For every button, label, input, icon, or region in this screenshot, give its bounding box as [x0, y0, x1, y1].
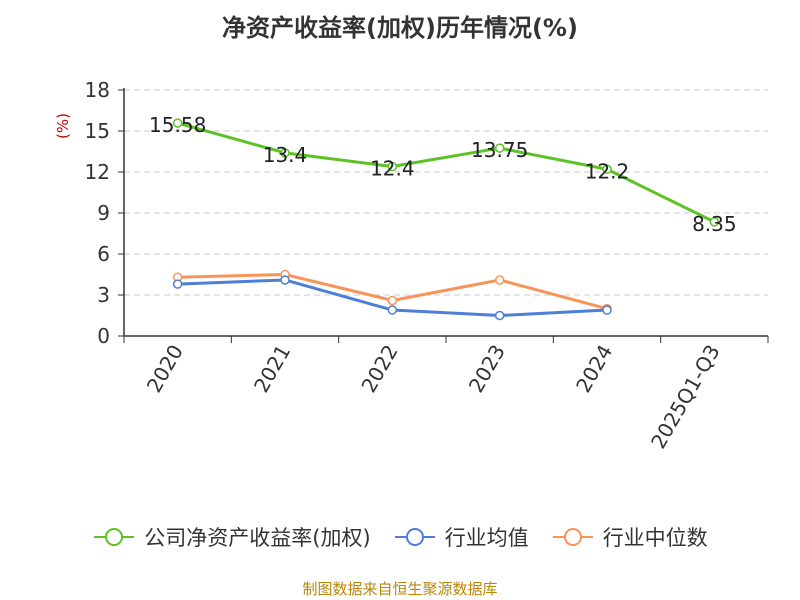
legend-label: 行业中位数 [602, 526, 708, 550]
data-label: 13.75 [471, 138, 528, 162]
x-tick-label: 2025Q1-Q3 [646, 341, 725, 453]
series-line-0 [177, 121, 715, 224]
y-tick-label: 15 [85, 119, 110, 143]
x-tick-label: 2022 [356, 341, 402, 397]
series-point-0 [709, 217, 720, 227]
grid-lines [124, 89, 768, 296]
legend-item-industry-mean[interactable]: 行业均值 [393, 522, 529, 552]
legend-marker-company-roe [94, 528, 135, 546]
y-axis-label: (%) [54, 113, 72, 139]
data-labels: 15.58 13.4 12.4 13.75 12.2 8.35 [149, 113, 737, 236]
legend: 公司净资产收益率(加权) 行业均值 行业中位数 [0, 520, 800, 554]
legend-item-industry-median[interactable]: 行业中位数 [551, 522, 708, 552]
legend-marker-industry-mean [394, 528, 435, 546]
legend-item-company-roe[interactable]: 公司净资产收益率(加权) [92, 522, 371, 552]
data-label: 8.35 [692, 212, 737, 236]
series-point-0 [387, 161, 398, 172]
y-tick-label: 3 [97, 283, 110, 307]
legend-label: 行业均值 [444, 526, 529, 550]
series-point-2 [494, 275, 505, 285]
x-tick-label: 2020 [142, 341, 188, 397]
data-label: 12.4 [370, 157, 415, 181]
legend-marker-industry-median [552, 528, 593, 546]
series-point-1 [494, 310, 505, 321]
series-point-1 [280, 275, 290, 285]
chart-title: 净资产收益率(加权)历年情况(%) [222, 14, 578, 42]
y-tick-label: 6 [97, 242, 110, 266]
series-lines [172, 118, 720, 321]
y-tick-label: 18 [85, 78, 110, 102]
y-tick-label: 9 [97, 201, 110, 225]
series-point-0 [172, 118, 183, 128]
data-label: 12.2 [585, 159, 630, 183]
series-point-1 [602, 305, 612, 315]
y-tick-label: 0 [97, 324, 110, 348]
series-point-0 [602, 164, 612, 175]
x-tick-label: 2024 [571, 341, 617, 397]
y-tick-label: 12 [85, 160, 110, 184]
source-note: 制图数据来自恒生聚源数据库 [302, 580, 498, 598]
data-label: 13.4 [263, 143, 308, 167]
legend-label: 公司净资产收益率(加权) [144, 526, 371, 550]
axes: 0 3 6 9 12 15 18 2020 2021 2022 2023 2024 2025Q1-Q3 [85, 78, 769, 453]
series-point-1 [172, 279, 183, 289]
data-label: 15.58 [149, 113, 206, 137]
series-point-0 [494, 143, 505, 153]
series-point-2 [387, 295, 398, 306]
series-point-1 [387, 305, 398, 315]
x-tick-label: 2021 [249, 341, 295, 397]
x-tick-label: 2023 [464, 340, 510, 396]
series-point-0 [280, 148, 290, 158]
